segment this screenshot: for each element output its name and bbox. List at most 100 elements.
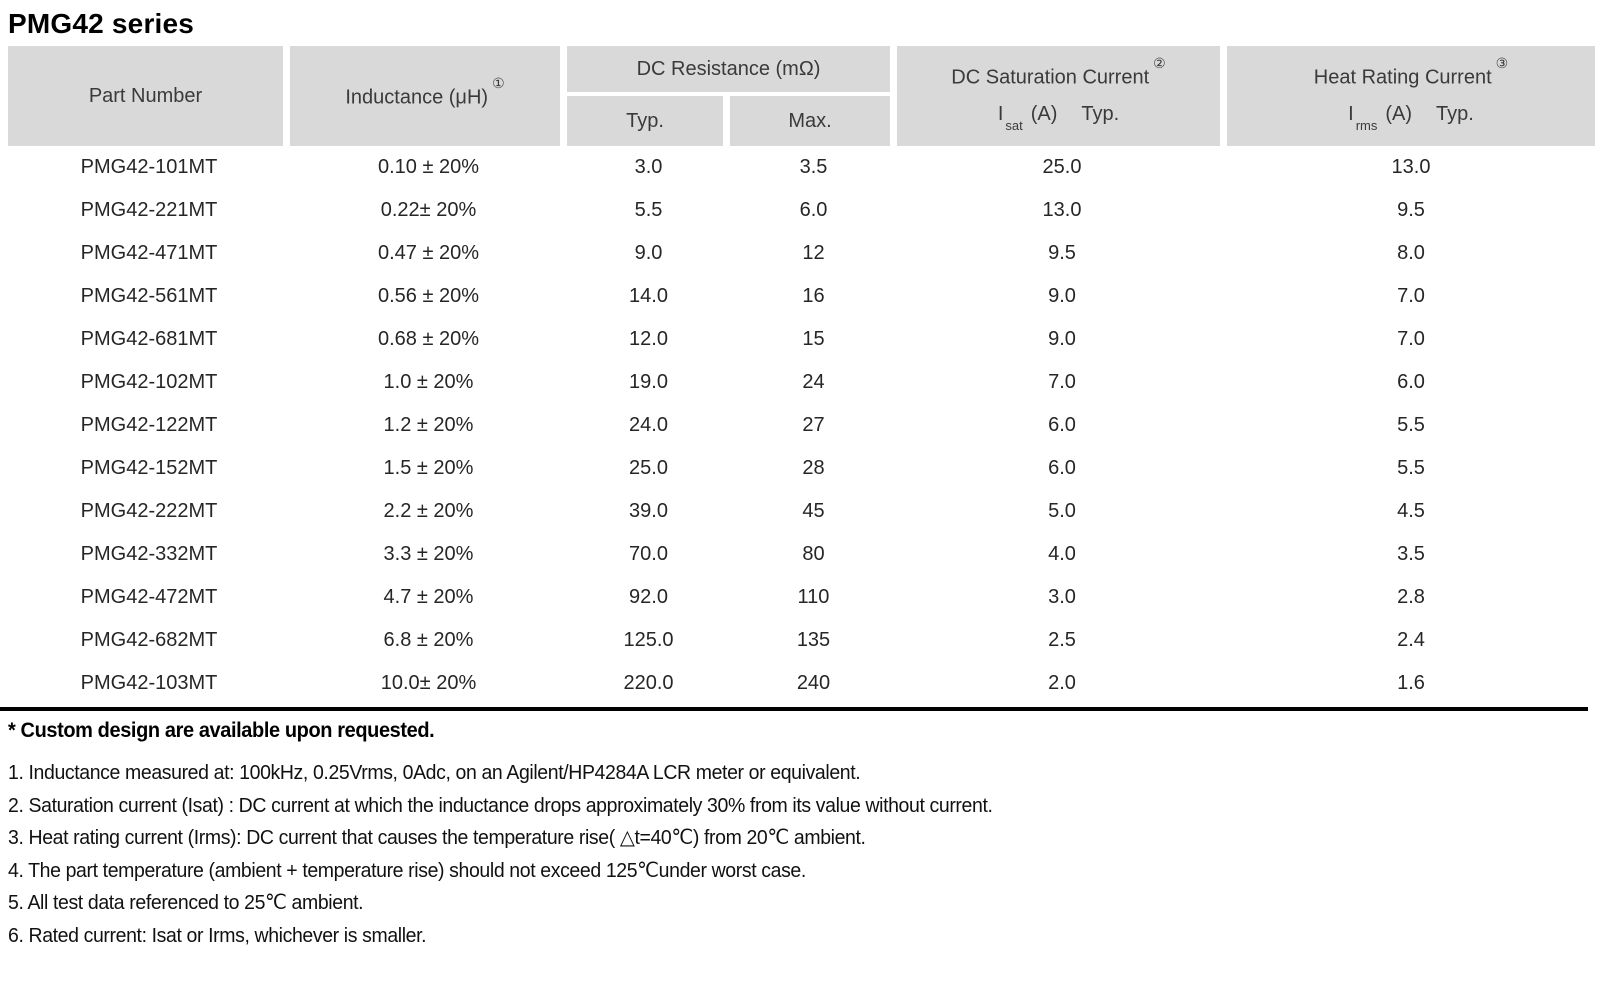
part-number-cell: PMG42-122MT — [8, 404, 290, 447]
inductance-cell: 1.2 ± 20% — [290, 404, 567, 447]
irms-cell: 8.0 — [1227, 232, 1595, 275]
isat-cell: 6.0 — [897, 404, 1227, 447]
dcr-max-cell: 3.5 — [730, 146, 897, 189]
part-number-cell: PMG42-103MT — [8, 662, 290, 705]
dcr-max-cell: 24 — [730, 361, 897, 404]
table-row: PMG42-103MT 10.0± 20% 220.0 240 2.0 1.6 — [8, 662, 1595, 705]
irms-subscript: rms — [1355, 117, 1378, 133]
inductance-cell: 0.47 ± 20% — [290, 232, 567, 275]
footnote-item: 2. Saturation current (Isat) : DC curren… — [8, 793, 993, 817]
isat-cell: 3.0 — [897, 576, 1227, 619]
isat-cell: 5.0 — [897, 490, 1227, 533]
irms-cell: 9.5 — [1227, 189, 1595, 232]
part-number-cell: PMG42-681MT — [8, 318, 290, 361]
table-body: PMG42-101MT 0.10 ± 20% 3.0 3.5 25.0 13.0… — [8, 146, 1595, 705]
col-header-inductance: Inductance (μH)① — [290, 46, 567, 146]
table-row: PMG42-122MT 1.2 ± 20% 24.0 27 6.0 5.5 — [8, 404, 1595, 447]
dcr-typ-cell: 125.0 — [567, 619, 730, 662]
dcr-max-cell: 16 — [730, 275, 897, 318]
col-header-part-number: Part Number — [8, 46, 290, 146]
inductance-cell: 1.5 ± 20% — [290, 447, 567, 490]
col-header-dcr-typ: Typ. — [567, 96, 730, 146]
footnote-ref-1: ① — [492, 74, 505, 91]
isat-cell: 4.0 — [897, 533, 1227, 576]
col-header-dcr-max: Max. — [730, 96, 897, 146]
table-row: PMG42-332MT 3.3 ± 20% 70.0 80 4.0 3.5 — [8, 533, 1595, 576]
dcr-max-cell: 240 — [730, 662, 897, 705]
isat-cell: 2.0 — [897, 662, 1227, 705]
inductance-cell: 6.8 ± 20% — [290, 619, 567, 662]
inductance-cell: 0.56 ± 20% — [290, 275, 567, 318]
isat-cell: 9.0 — [897, 318, 1227, 361]
table-row: PMG42-101MT 0.10 ± 20% 3.0 3.5 25.0 13.0 — [8, 146, 1595, 189]
footnote-item: 5. All test data referenced to 25℃ ambie… — [8, 891, 364, 914]
isat-cell: 2.5 — [897, 619, 1227, 662]
part-number-cell: PMG42-102MT — [8, 361, 290, 404]
inductance-cell: 0.22± 20% — [290, 189, 567, 232]
dcr-typ-cell: 5.5 — [567, 189, 730, 232]
dcr-max-cell: 28 — [730, 447, 897, 490]
irms-cell: 5.5 — [1227, 404, 1595, 447]
dcr-typ-cell: 19.0 — [567, 361, 730, 404]
col-header-heat-rating-current: Heat Rating Current③ Irms (A) Typ. — [1227, 46, 1595, 146]
col-header-dc-saturation-current: DC Saturation Current② Isat (A) Typ. — [897, 46, 1227, 146]
irms-cell: 4.5 — [1227, 490, 1595, 533]
saturation-label: DC Saturation Current — [951, 66, 1150, 89]
part-number-cell: PMG42-152MT — [8, 447, 290, 490]
dcr-typ-cell: 24.0 — [567, 404, 730, 447]
part-number-label: Part Number — [88, 84, 203, 107]
inductance-label: Inductance (μH) — [345, 86, 489, 109]
irms-cell: 1.6 — [1227, 662, 1595, 705]
table-row: PMG42-471MT 0.47 ± 20% 9.0 12 9.5 8.0 — [8, 232, 1595, 275]
table-row: PMG42-472MT 4.7 ± 20% 92.0 110 3.0 2.8 — [8, 576, 1595, 619]
parts-table: Part Number Inductance (μH)① DC Resistan… — [8, 46, 1595, 705]
table-header: Part Number Inductance (μH)① DC Resistan… — [8, 46, 1595, 146]
table-row: PMG42-221MT 0.22± 20% 5.5 6.0 13.0 9.5 — [8, 189, 1595, 232]
irms-cell: 3.5 — [1227, 533, 1595, 576]
part-number-cell: PMG42-221MT — [8, 189, 290, 232]
table-row: PMG42-222MT 2.2 ± 20% 39.0 45 5.0 4.5 — [8, 490, 1595, 533]
isat-symbol: I — [997, 102, 1004, 125]
part-number-cell: PMG42-332MT — [8, 533, 290, 576]
table-row: PMG42-682MT 6.8 ± 20% 125.0 135 2.5 2.4 — [8, 619, 1595, 662]
dcr-max-cell: 45 — [730, 490, 897, 533]
dcr-max-cell: 110 — [730, 576, 897, 619]
irms-cell: 2.4 — [1227, 619, 1595, 662]
dcr-max-cell: 12 — [730, 232, 897, 275]
isat-cell: 25.0 — [897, 146, 1227, 189]
dcr-typ-cell: 70.0 — [567, 533, 730, 576]
inductance-cell: 2.2 ± 20% — [290, 490, 567, 533]
dcr-typ-cell: 220.0 — [567, 662, 730, 705]
table-row: PMG42-561MT 0.56 ± 20% 14.0 16 9.0 7.0 — [8, 275, 1595, 318]
irms-typ-label: Typ. — [1436, 102, 1474, 125]
isat-cell: 13.0 — [897, 189, 1227, 232]
footnote-ref-2: ② — [1153, 55, 1166, 72]
irms-cell: 6.0 — [1227, 361, 1595, 404]
irms-cell: 7.0 — [1227, 275, 1595, 318]
irms-symbol: I — [1348, 102, 1354, 125]
dcr-max-cell: 6.0 — [730, 189, 897, 232]
footnote-item: 4. The part temperature (ambient + tempe… — [8, 858, 806, 882]
isat-subscript: sat — [1005, 117, 1023, 133]
divider-rule — [0, 707, 1588, 711]
isat-cell: 7.0 — [897, 361, 1227, 404]
isat-typ-label: Typ. — [1081, 102, 1120, 125]
part-number-cell: PMG42-682MT — [8, 619, 290, 662]
part-number-cell: PMG42-222MT — [8, 490, 290, 533]
footnote-item: 1. Inductance measured at: 100kHz, 0.25V… — [8, 761, 861, 784]
part-number-cell: PMG42-561MT — [8, 275, 290, 318]
footnotes-list: 1. Inductance measured at: 100kHz, 0.25V… — [8, 757, 1600, 952]
inductance-cell: 4.7 ± 20% — [290, 576, 567, 619]
dcr-typ-cell: 14.0 — [567, 275, 730, 318]
dcr-typ-cell: 39.0 — [567, 490, 730, 533]
footnote-item: 3. Heat rating current (Irms): DC curren… — [8, 826, 866, 849]
irms-unit: (A) — [1385, 102, 1413, 125]
dcr-max-cell: 135 — [730, 619, 897, 662]
table-row: PMG42-152MT 1.5 ± 20% 25.0 28 6.0 5.5 — [8, 447, 1595, 490]
part-number-cell: PMG42-472MT — [8, 576, 290, 619]
dcr-max-cell: 15 — [730, 318, 897, 361]
isat-cell: 9.0 — [897, 275, 1227, 318]
isat-cell: 6.0 — [897, 447, 1227, 490]
dcr-typ-cell: 25.0 — [567, 447, 730, 490]
